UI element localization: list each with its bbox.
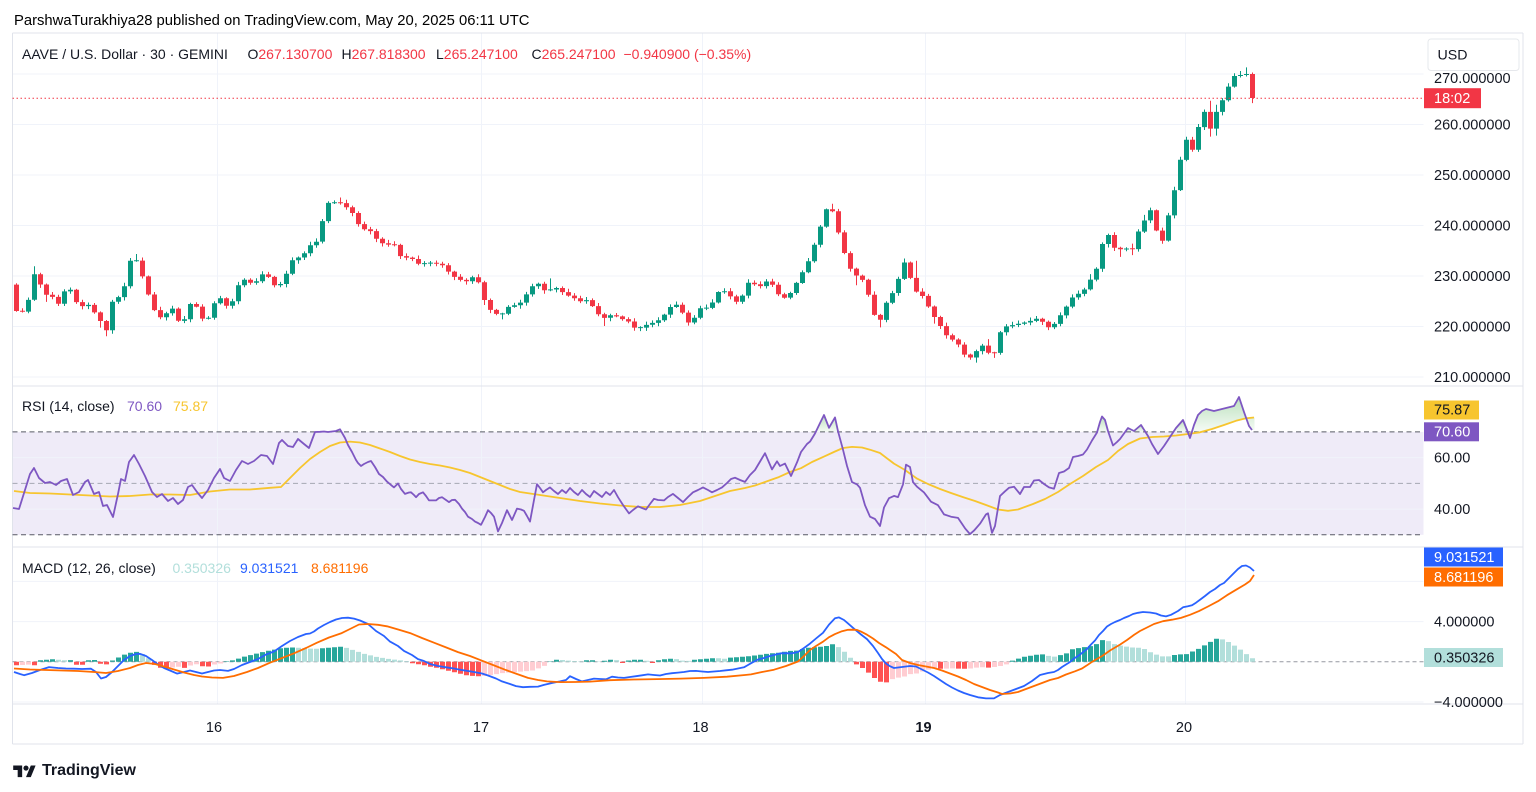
svg-text:−4.000000: −4.000000 — [1434, 695, 1503, 711]
svg-text:260.000000: 260.000000 — [1434, 118, 1511, 134]
svg-text:250.000000: 250.000000 — [1434, 168, 1511, 184]
svg-text:AAVE / U.S. Dollar · 30 · GEMI: AAVE / U.S. Dollar · 30 · GEMINI O267.130… — [22, 46, 751, 62]
svg-text:70.60: 70.60 — [1434, 424, 1470, 440]
svg-text:4.000000: 4.000000 — [1434, 615, 1494, 631]
svg-text:8.681196: 8.681196 — [1434, 570, 1493, 586]
svg-text:18:02: 18:02 — [1434, 91, 1470, 107]
svg-text:16: 16 — [206, 720, 222, 736]
svg-text:230.000000: 230.000000 — [1434, 269, 1511, 285]
svg-text:60.00: 60.00 — [1434, 451, 1470, 467]
svg-text:18: 18 — [692, 720, 708, 736]
svg-text:210.000000: 210.000000 — [1434, 370, 1511, 386]
svg-text:75.87: 75.87 — [1434, 403, 1470, 419]
svg-text:TradingView: TradingView — [42, 762, 137, 779]
svg-text:17: 17 — [473, 720, 489, 736]
svg-text:USD: USD — [1438, 47, 1468, 63]
svg-text:ParshwaTurakhiya28 published o: ParshwaTurakhiya28 published on TradingV… — [14, 13, 530, 29]
svg-text:0.350326: 0.350326 — [1434, 651, 1494, 667]
svg-text:270.000000: 270.000000 — [1434, 71, 1511, 87]
svg-text:9.031521: 9.031521 — [1434, 550, 1494, 566]
svg-text:20: 20 — [1176, 720, 1192, 736]
svg-text:240.000000: 240.000000 — [1434, 219, 1511, 235]
svg-text:40.00: 40.00 — [1434, 502, 1470, 518]
svg-text:220.000000: 220.000000 — [1434, 320, 1511, 336]
svg-text:19: 19 — [915, 720, 931, 736]
